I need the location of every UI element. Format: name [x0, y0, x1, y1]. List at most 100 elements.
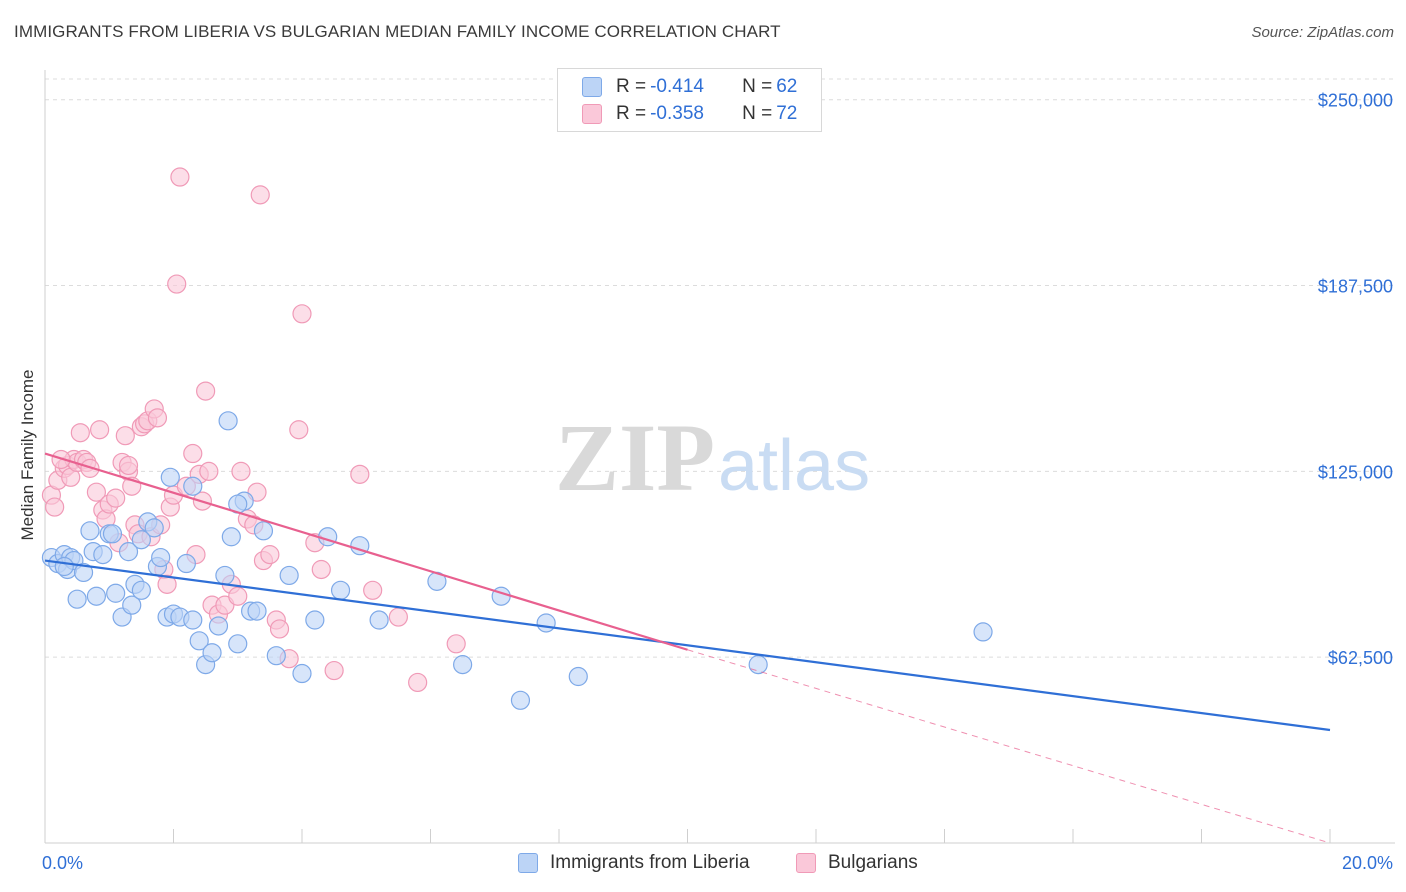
liberia-point [330, 580, 351, 600]
bulgarians-point [147, 408, 168, 428]
liberia-point [266, 646, 286, 666]
liberia-point [215, 565, 235, 586]
bulgarians-point [196, 381, 216, 401]
bulgarians-point [157, 574, 177, 594]
legend-r-label: R = [616, 103, 647, 124]
bulgarians-point [118, 455, 139, 476]
liberia-point [202, 643, 222, 663]
liberia-point [973, 622, 993, 642]
liberia-point [292, 663, 312, 684]
bulgarians-point [228, 586, 248, 606]
x-tick-label: 20.0% [1342, 853, 1393, 873]
axis-labels: $62,500 $125,000 $187,500 $250,000 0.0% 20.0%… [18, 91, 1393, 873]
bulgarians-point [446, 634, 466, 654]
bulgarians-point [350, 464, 370, 484]
legend-swatch-pink [582, 104, 602, 124]
liberia-point [80, 521, 100, 541]
liberia-point [54, 556, 74, 577]
bulgarians-point [90, 420, 110, 440]
bottom-legend-liberia: Immigrants from Liberia [518, 852, 750, 874]
y-tick-label: $250,000 [1318, 91, 1393, 111]
bulgarians-point [388, 607, 408, 627]
bottom-legend-label: Bulgarians [828, 852, 918, 873]
liberia-point [144, 518, 164, 538]
bulgarians-point [324, 660, 344, 681]
bulgarians-points [41, 167, 466, 693]
liberia-trend-line [44, 559, 1331, 732]
liberia-point [510, 690, 531, 710]
liberia-point [221, 527, 241, 547]
liberia-point [151, 547, 171, 568]
bulgarians-point [250, 185, 270, 205]
bulgarians-point [86, 482, 107, 502]
liberia-point [305, 610, 325, 630]
bottom-legend-label: Immigrants from Liberia [550, 852, 750, 873]
liberia-point [183, 476, 203, 496]
bulgarians-point [183, 443, 203, 464]
liberia-point [93, 545, 113, 565]
liberia-point [748, 655, 768, 675]
watermark: ZIP atlas [555, 404, 870, 511]
liberia-point [228, 634, 248, 654]
liberia-point [189, 631, 209, 651]
liberia-point [131, 580, 151, 600]
bulgarians-point [292, 304, 312, 324]
bulgarians-point [289, 420, 309, 440]
liberia-points [41, 411, 993, 710]
liberia-point [453, 655, 473, 675]
bulgarians-trend-line [44, 452, 688, 651]
bulgarians-point [260, 545, 280, 565]
liberia-point [247, 601, 267, 621]
bulgarians-point [231, 461, 251, 481]
liberia-point [253, 521, 274, 541]
legend-r-value: -0.358 [650, 103, 704, 124]
liberia-point [160, 467, 180, 487]
axes [44, 70, 1395, 844]
bulgarians-point [106, 488, 126, 508]
y-tick-label: $62,500 [1328, 648, 1393, 668]
bottom-swatch-blue [518, 853, 538, 873]
liberia-point [568, 666, 588, 687]
x-tick-label: 0.0% [42, 853, 83, 873]
liberia-point [183, 610, 203, 630]
liberia-point [279, 565, 299, 586]
trend-lines [44, 452, 1331, 844]
liberia-point [118, 542, 139, 562]
bottom-legend-bulgarians: Bulgarians [796, 852, 918, 874]
liberia-point [318, 527, 338, 547]
liberia-point [208, 616, 229, 636]
y-axis-label: Median Family Income [18, 369, 37, 540]
watermark-atlas: atlas [718, 426, 870, 506]
legend-n-value: 62 [776, 76, 798, 97]
legend-row-liberia: R = -0.414 N = 62 [582, 75, 797, 99]
bulgarians-point [199, 461, 219, 481]
liberia-point [67, 589, 87, 609]
bulgarians-point [363, 580, 383, 600]
bulgarians-point [170, 167, 190, 187]
legend-r-label: R = [616, 76, 647, 97]
legend-n-label: N = [742, 103, 773, 124]
liberia-point [106, 583, 126, 603]
bulgarians-point [167, 274, 187, 294]
legend-n-value: 72 [776, 103, 798, 124]
gridlines [45, 78, 1395, 658]
bulgarians-point [408, 672, 428, 693]
liberia-point [102, 524, 123, 544]
bottom-swatch-pink [796, 853, 816, 873]
legend-r-value: -0.414 [650, 76, 704, 97]
bulgarians-point [269, 619, 290, 639]
bulgarians-point [115, 426, 135, 446]
bulgarians-point [311, 559, 331, 580]
bulgarians-trend-extension [687, 649, 1331, 844]
liberia-point [176, 553, 196, 574]
chart-title: IMMIGRANTS FROM LIBERIA VS BULGARIAN MED… [14, 22, 781, 41]
watermark-zip: ZIP [555, 404, 715, 511]
liberia-point [218, 411, 238, 431]
legend-n-label: N = [742, 76, 773, 97]
liberia-point [131, 530, 151, 550]
source-label: Source: ZipAtlas.com [1251, 24, 1394, 41]
legend-row-bulgarians: R = -0.358 N = 72 [582, 102, 797, 126]
y-tick-label: $187,500 [1318, 277, 1393, 297]
liberia-point [73, 562, 94, 583]
